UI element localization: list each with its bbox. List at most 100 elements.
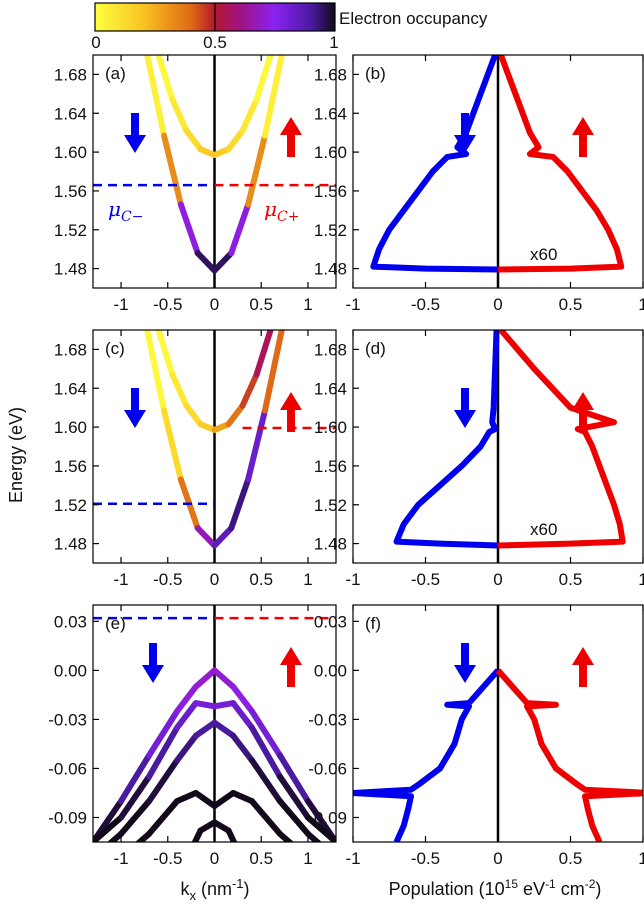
y-tick-label: 1.56 [54,457,87,476]
panel-e: -1 -0.5 0 0.5 1 0.03 0.00 -0.03 -0.06 -0.09 (e) [48,604,337,868]
population-down-curve [353,668,501,842]
x-tick-label: 0.5 [249,570,273,589]
y-tick-label: 1.64 [54,379,87,398]
x-tick-label: 0.5 [249,849,273,868]
band-0-segment [183,127,204,153]
pop-label-mid1: eV [518,879,545,899]
y-tick-label: 1.48 [54,535,87,554]
band-2-segment [276,798,311,837]
population-axis-label: Population (1015 eV-1 cm-2) [389,877,602,899]
band-1-segment [144,330,168,414]
pop-label-pre: Population (10 [389,879,505,899]
x-tick-label: -1 [345,849,360,868]
band-3-segment [276,830,294,842]
plot-area-a [93,55,336,288]
panel-label-e: (e) [105,614,126,633]
pop-label-sup2: -1 [545,877,556,891]
band-3-segment [248,798,283,837]
y-tick-label: -0.03 [48,710,87,729]
population-up-curve [497,330,626,549]
energy-axis-label: Energy (eV) [6,407,26,503]
band-0-segment [155,55,176,103]
band-2-segment [211,719,237,739]
band-1-segment [276,773,311,821]
x-tick-label: 0.5 [559,570,583,589]
band-1-segment [118,773,153,821]
mu-plus-sub: C+ [277,209,299,225]
band-1-segment [161,407,184,483]
y-tick-label: 1.60 [54,143,87,162]
plot-area-d [393,330,626,563]
panel-label-f: (f) [365,614,381,633]
y-tick-label: 1.60 [54,418,87,437]
band-0-segment [239,96,260,134]
band-0-segment [183,402,204,428]
band-1-segment [194,525,218,549]
band-3-segment [174,789,199,805]
panel-d: -1 -0.5 0 0.5 1 1.48 1.52 1.56 1.60 1.64 1.68 (d) [314,329,644,589]
x-tick-label: 0 [210,295,219,314]
spin-down-arrow [454,388,476,428]
y-tick-label: -0.03 [308,710,347,729]
x-tick-label: 0 [493,570,502,589]
y-tick-label: 1.64 [54,104,87,123]
kx-label-sub: x [189,888,196,903]
band-1-segment [245,407,268,483]
band-2-segment [192,719,218,739]
band-1-segment [211,700,237,710]
spin-up-arrow [572,647,594,687]
band-0-segment [230,683,255,715]
band-0-segment [276,752,311,805]
scale-note-d: x60 [530,520,557,539]
spin-down-arrow [142,643,164,683]
band-1-segment [228,201,252,257]
y-tick-label: 1.52 [54,221,87,240]
x-tick-label: -1 [113,295,128,314]
x-tick-label: -1 [113,570,128,589]
x-tick-label: -0.5 [153,570,182,589]
band-2-segment [304,830,322,842]
y-tick-label: 1.52 [314,221,347,240]
mu-c-plus-label: μC+ [264,197,299,225]
x-tick-label: 1 [303,570,312,589]
band-0-segment [248,708,283,759]
x-tick-label: 0 [493,295,502,314]
panel-label-b: (b) [365,64,386,83]
band-1-segment [304,814,336,842]
x-tick-label: -0.5 [411,570,440,589]
x-tick-label: -1 [345,570,360,589]
band-1-segment [177,201,201,257]
y-tick-label: 1.48 [314,260,347,279]
x-tick-label: -0.5 [153,849,182,868]
spin-up-arrow [280,392,302,432]
spin-down-arrow [124,388,146,428]
band-1-segment [245,132,268,208]
plot-area-e [93,605,336,842]
band-4-segment [191,827,204,842]
x-tick-label: 1 [638,295,644,314]
band-1-segment [194,250,218,274]
band-1-segment [261,55,285,139]
x-tick-label: -1 [345,295,360,314]
band-0-segment [169,371,190,409]
population-up-curve [497,55,625,273]
x-tick-label: 1 [303,849,312,868]
pop-label-post: ) [595,879,601,899]
band-1-segment [228,476,252,532]
x-tick-label: -0.5 [411,295,440,314]
x-tick-label: 0.5 [559,295,583,314]
band-2-segment [174,732,199,764]
band-3-segment [146,798,181,837]
band-2-segment [107,830,125,842]
mu-c-minus-label: μC− [108,197,143,225]
panel-b: -1 -0.5 0 0.5 1 1.48 1.52 1.56 1.60 1.64 1.68 (b) [314,54,644,314]
x-tick-label: -0.5 [153,295,182,314]
plot-area-c [93,330,336,563]
y-tick-label: 1.52 [54,496,87,515]
mu-minus-sub: C− [121,209,143,225]
band-3-segment [230,789,255,805]
spin-up-arrow [280,647,302,687]
band-1-segment [211,525,235,549]
band-1-segment [146,724,181,780]
